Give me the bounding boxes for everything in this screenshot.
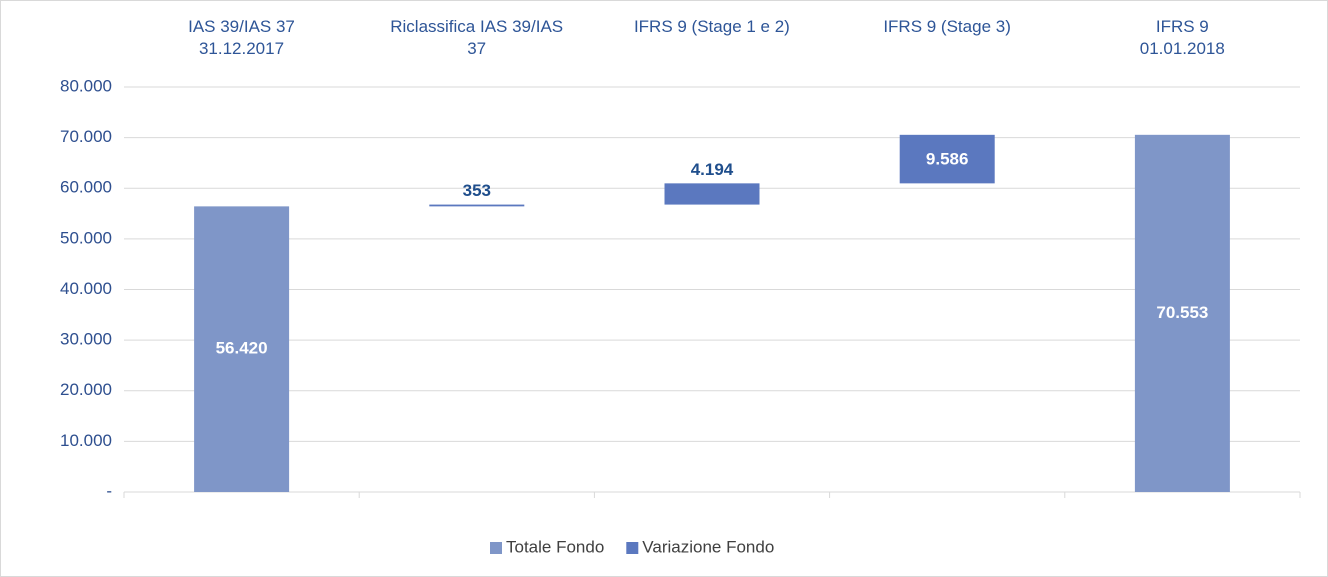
y-tick-label: - xyxy=(106,481,112,500)
y-tick-label: 40.000 xyxy=(60,279,112,298)
value-label: 56.420 xyxy=(216,339,268,358)
category-label: Riclassifica IAS 39/IAS 37 xyxy=(390,17,564,58)
category-label: IFRS 9 01.01.2018 xyxy=(1139,17,1225,58)
legend-label: Totale Fondo xyxy=(506,537,604,556)
y-tick-label: 50.000 xyxy=(60,228,112,247)
y-tick-label: 30.000 xyxy=(60,330,112,349)
value-label: 70.553 xyxy=(1156,303,1208,322)
bar xyxy=(194,206,290,492)
legend-swatch xyxy=(626,542,639,554)
bar xyxy=(664,183,760,205)
legend-label: Variazione Fondo xyxy=(642,537,774,556)
legend-swatch xyxy=(490,542,502,554)
bar xyxy=(899,134,995,184)
value-label: 9.586 xyxy=(926,150,969,169)
category-label: IFRS 9 (Stage 1 e 2) xyxy=(633,17,790,36)
category-label: IFRS 9 (Stage 3) xyxy=(883,17,1011,36)
y-tick-label: 10.000 xyxy=(60,431,112,450)
category-label: IAS 39/IAS 37 31.12.2017 xyxy=(188,17,295,58)
y-tick-label: 20.000 xyxy=(60,380,112,399)
y-tick-label: 80.000 xyxy=(60,76,112,95)
value-label: 353 xyxy=(463,181,491,200)
y-tick-label: 70.000 xyxy=(60,127,112,146)
y-tick-label: 60.000 xyxy=(60,178,112,197)
value-label: 4.194 xyxy=(691,160,734,179)
bar xyxy=(1134,134,1230,492)
bar xyxy=(429,204,525,207)
